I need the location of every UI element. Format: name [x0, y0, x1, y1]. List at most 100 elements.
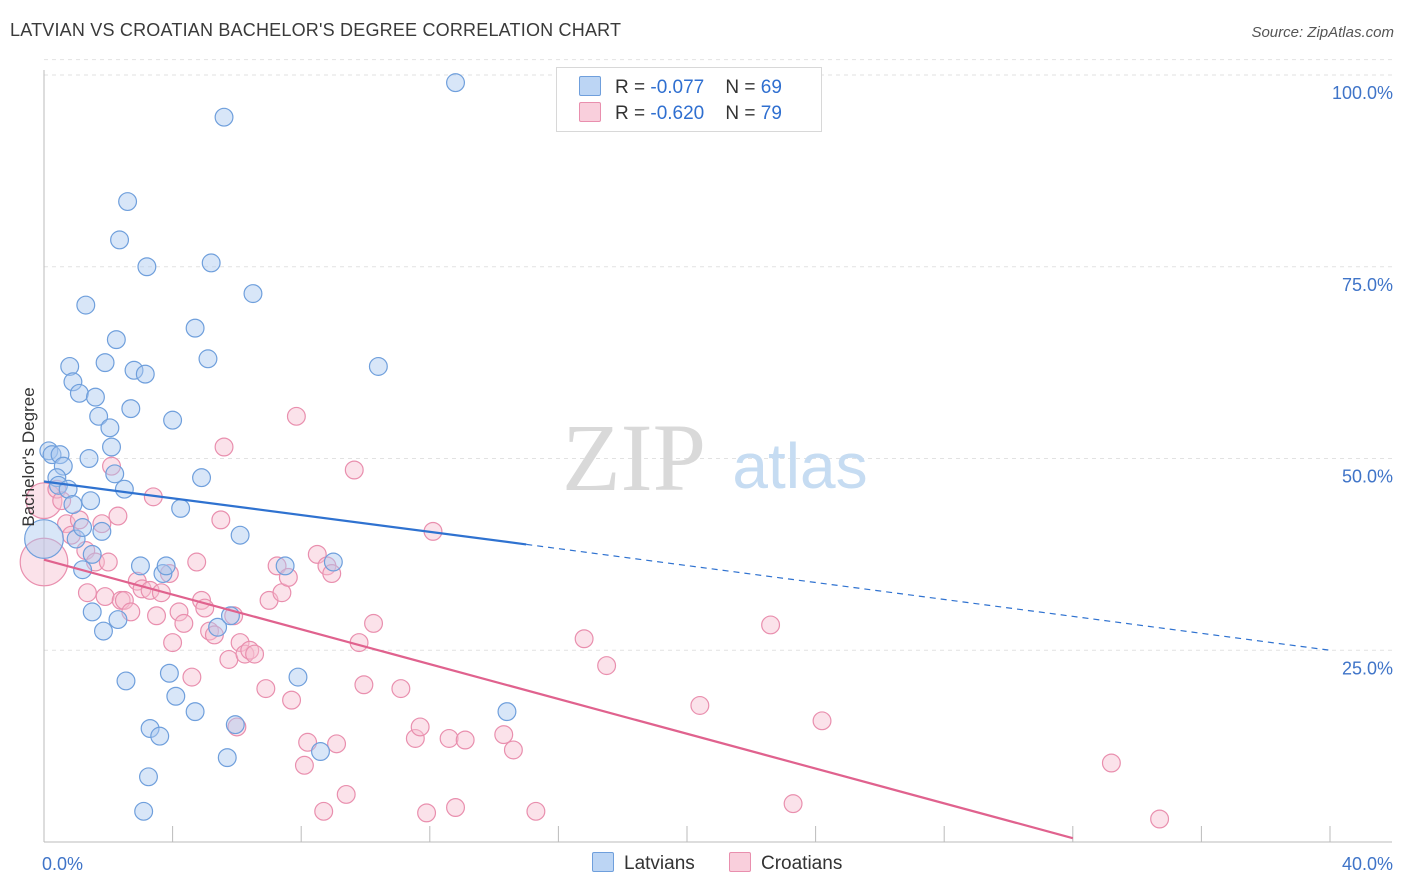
croatian-point: [690, 695, 710, 715]
croatian-point: [174, 613, 194, 633]
legend-n-label: N =: [725, 103, 761, 124]
croatian-point: [327, 734, 347, 754]
latvian-point: [138, 767, 158, 787]
croatian-point: [282, 690, 302, 710]
series-legend: Latvians Croatians: [0, 852, 1406, 878]
croatian-points: [19, 406, 1170, 829]
croatian-point: [19, 537, 69, 587]
latvian-swatch: [592, 852, 614, 872]
legend-n-value: 79: [760, 103, 782, 124]
latvian-point: [311, 742, 330, 761]
latvian-point: [134, 801, 154, 821]
latvian-point: [82, 602, 102, 622]
latvian-point: [108, 610, 128, 630]
croatian-point: [169, 602, 189, 622]
latvian-point: [163, 410, 183, 430]
latvian-point: [150, 726, 170, 746]
croatian-point: [597, 656, 617, 676]
latvian-point: [124, 360, 144, 380]
croatian-point: [77, 583, 97, 603]
latvian-point: [230, 525, 250, 545]
latvian-point: [208, 617, 228, 637]
watermark-atlas: atlas: [732, 430, 867, 502]
latvian-point: [102, 437, 122, 457]
latvian-point: [69, 383, 89, 403]
latvian-point: [159, 663, 179, 683]
latvian-point: [63, 495, 83, 515]
latvian-point: [66, 529, 86, 549]
latvian-point: [100, 418, 120, 438]
x-tick-label: 0.0%: [42, 854, 83, 874]
croatian-point: [298, 732, 318, 752]
latvian-point: [92, 521, 112, 541]
croatian-point: [163, 633, 183, 653]
croatian-point: [344, 460, 364, 480]
latvian-point: [106, 330, 126, 350]
croatian-point: [211, 510, 231, 530]
croatian-point: [214, 437, 234, 457]
legend-row-latvians: R = -0.077 N = 69: [579, 76, 782, 98]
legend-n-value: 69: [760, 77, 782, 98]
croatian-point: [256, 679, 276, 699]
croatian-point: [783, 794, 803, 814]
legend-label-croatians: Croatians: [761, 853, 843, 874]
latvian-point: [243, 284, 263, 304]
legend-r-value: -0.620: [650, 103, 705, 124]
croatian-swatch: [729, 852, 751, 872]
croatian-point: [364, 613, 384, 633]
croatian-point: [761, 615, 781, 635]
latvian-point: [81, 491, 101, 511]
latvian-point: [53, 456, 73, 476]
croatian-point: [52, 491, 72, 511]
latvian-point: [42, 445, 62, 465]
latvian-point: [24, 519, 64, 559]
latvian-point: [114, 479, 134, 499]
latvian-point: [85, 387, 105, 407]
croatian-point: [278, 567, 298, 587]
correlation-legend: R = -0.077 N = 69 R = -0.620 N = 79: [556, 67, 822, 132]
latvian-point: [118, 192, 138, 212]
legend-r-label: R =: [615, 103, 651, 124]
latvian-point: [89, 406, 109, 426]
croatian-swatch: [579, 102, 601, 122]
latvian-point: [185, 702, 205, 722]
latvian-point: [323, 552, 343, 572]
croatian-point: [1101, 753, 1121, 773]
latvian-point: [73, 518, 93, 538]
latvian-point: [93, 621, 113, 641]
croatian-point: [294, 755, 314, 775]
latvian-point: [50, 445, 70, 465]
latvian-point: [368, 356, 388, 376]
latvian-point: [288, 667, 308, 687]
y-tick-label: 100.0%: [1332, 83, 1393, 103]
croatian-point: [230, 633, 250, 653]
latvian-point: [217, 748, 237, 768]
croatian-point: [314, 801, 334, 821]
latvian-point: [137, 257, 157, 277]
latvian-point: [497, 702, 517, 722]
source-label: Source: ZipAtlas.com: [1251, 24, 1394, 41]
trend-lines: [43, 480, 1331, 840]
latvian-swatch: [579, 76, 601, 96]
croatian-point: [114, 590, 134, 610]
latvian-point: [225, 715, 245, 735]
legend-item-croatians[interactable]: Croatians: [729, 852, 842, 875]
legend-label-latvians: Latvians: [624, 853, 695, 874]
croatian-point: [574, 629, 594, 649]
latvian-point: [156, 556, 176, 576]
croatian-point: [267, 556, 287, 576]
latvian-point: [214, 107, 234, 127]
legend-item-latvians[interactable]: Latvians: [592, 852, 695, 875]
y-tick-label: 25.0%: [1342, 658, 1393, 678]
latvian-point: [82, 544, 102, 564]
croatian-point: [245, 644, 265, 664]
croatian-point: [494, 725, 514, 745]
croatian-point: [108, 506, 128, 526]
croatian-point: [182, 667, 202, 687]
axes: [43, 70, 1392, 843]
watermark-zip: ZIP: [562, 404, 706, 511]
croatian-point: [151, 583, 171, 603]
latvian-trend-line: [43, 480, 527, 546]
latvian-point: [110, 230, 130, 250]
